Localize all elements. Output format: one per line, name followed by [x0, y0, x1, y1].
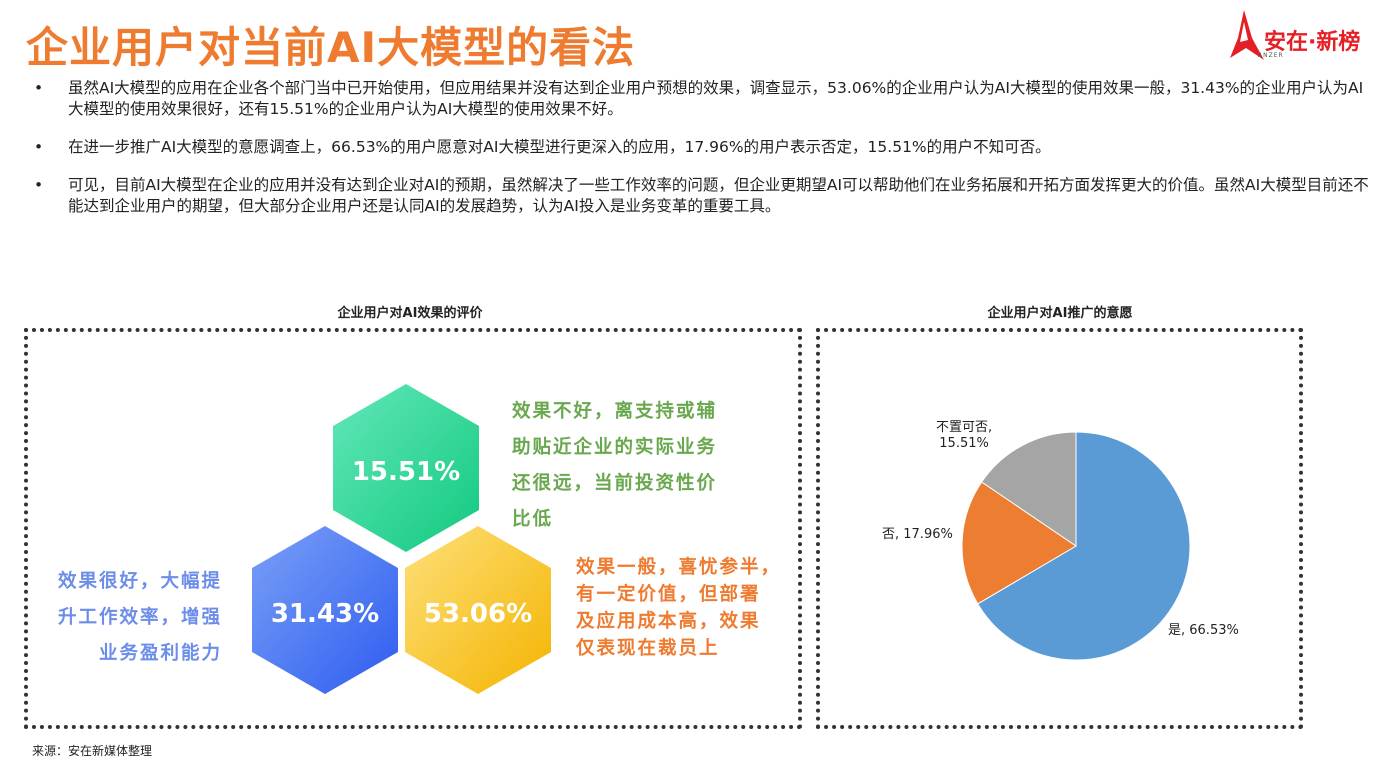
brand-logo: 安在·新榜 ANZER — [1226, 8, 1376, 64]
pie-chart — [961, 431, 1191, 661]
promotion-chart-panel: 不置可否, 15.51% 否, 17.96% 是, 66.53% — [816, 328, 1303, 729]
pie-slice-2 — [980, 431, 1077, 547]
summary-text: 虽然AI大模型的应用在企业各个部门当中已开始使用，但应用结果并没有达到企业用户预… — [68, 79, 1364, 118]
effect-chart-title: 企业用户对AI效果的评价 — [337, 306, 483, 321]
average-description: 效果一般，喜忧参半， 有一定价值，但部署 及应用成本高，效果 仅表现在裁员上 — [576, 557, 782, 659]
hexagon-chart: 15.51% 31.43% 53.06% — [252, 384, 551, 694]
star-logo-icon — [1230, 10, 1264, 60]
pie-label-no: 否, 17.96% — [882, 527, 953, 542]
logo-subtext: ANZER — [1258, 52, 1284, 59]
summary-item: • 在进一步推广AI大模型的意愿调查上，66.53%的用户愿意对AI大模型进行更… — [34, 138, 1051, 156]
summary-text: 在进一步推广AI大模型的意愿调查上，66.53%的用户愿意对AI大模型进行更深入… — [68, 138, 1051, 156]
hexagon-bad — [333, 384, 479, 552]
promotion-chart-title: 企业用户对AI推广的意愿 — [987, 306, 1133, 321]
pie-slice-1 — [961, 481, 1077, 605]
hexagon-bad-label: 15.51% — [352, 457, 460, 487]
hexagon-good-label: 31.43% — [271, 599, 379, 629]
summary-item: • 虽然AI大模型的应用在企业各个部门当中已开始使用，但应用结果并没有达到企业用… — [34, 79, 1364, 118]
hexagon-good — [252, 526, 398, 694]
good-description: 效果很好，大幅提 升工作效率，增强 业务盈利能力 — [57, 571, 222, 664]
summary-item: • 可见，目前AI大模型在企业的应用并没有达到企业对AI的预期，虽然解决了一些工… — [34, 176, 1369, 215]
effect-chart-panel: 15.51% 31.43% 53.06% 效果不好，离支持或辅 助贴近企业的实际… — [24, 328, 802, 729]
hexagon-average-label: 53.06% — [424, 599, 532, 629]
logo-text: 安在·新榜 — [1264, 30, 1361, 55]
hexagon-average — [405, 526, 551, 694]
summary-list: • 虽然AI大模型的应用在企业各个部门当中已开始使用，但应用结果并没有达到企业用… — [30, 78, 1370, 234]
pie-label-yes: 是, 66.53% — [1168, 623, 1239, 638]
pie-label-undecided: 不置可否, 15.51% — [936, 420, 993, 451]
pie-slice-0 — [977, 431, 1191, 661]
source-note: 来源：安在新媒体整理 — [32, 744, 153, 758]
page-title: 企业用户对当前AI大模型的看法 — [26, 23, 636, 72]
bad-description: 效果不好，离支持或辅 助贴近企业的实际业务 还很远，当前投资性价 比低 — [512, 401, 718, 530]
summary-text: 可见，目前AI大模型在企业的应用并没有达到企业对AI的预期，虽然解决了一些工作效… — [68, 176, 1369, 215]
